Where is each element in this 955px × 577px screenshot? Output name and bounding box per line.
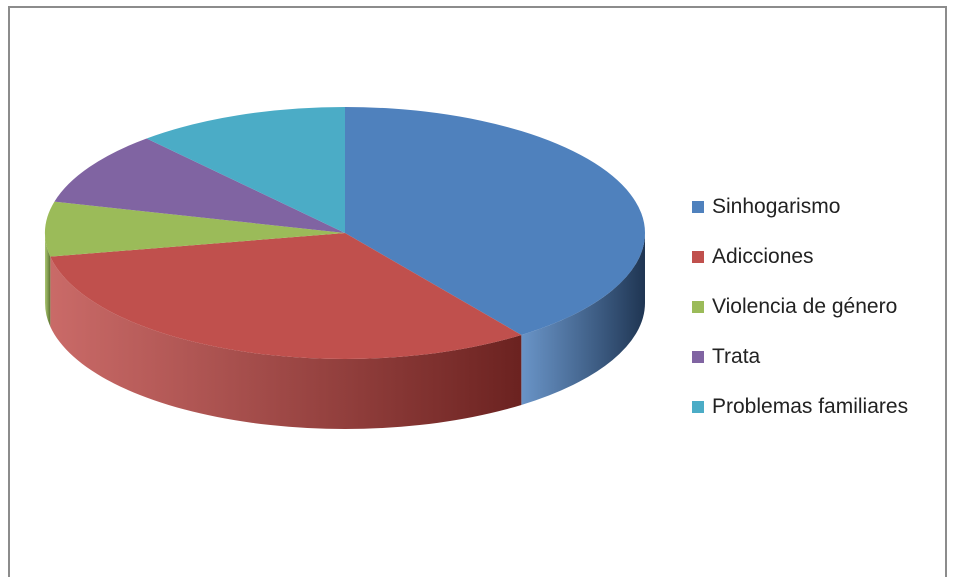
legend-item: Violencia de género [692,282,908,332]
legend-item: Trata [692,332,908,382]
legend-label: Sinhogarismo [712,195,841,218]
legend-label: Trata [712,345,761,368]
legend-label: Adicciones [712,245,814,268]
pie-slice-2 [45,201,345,257]
pie-slice-1 [50,233,522,360]
legend-item: Adicciones [692,232,908,282]
pie-slice-0 [345,107,646,335]
legend-label: Problemas familiares [712,395,909,418]
legend-item: Problemas familiares [692,382,908,432]
legend-swatch [692,301,704,313]
pie-slice-side-1 [50,256,522,430]
pie-slice-3 [54,138,346,233]
legend-label: Violencia de género [712,295,898,318]
legend: Sinhogarismo Adicciones Violencia de géner… [692,182,908,432]
legend-swatch [692,351,704,363]
legend-item: Sinhogarismo [692,182,908,232]
legend-swatch [692,401,704,413]
legend-swatch [692,201,704,213]
legend-swatch [692,251,704,263]
pie-slice-4 [146,107,345,233]
pie-slice-side-0 [521,233,645,405]
pie-slice-side-2 [45,233,51,327]
